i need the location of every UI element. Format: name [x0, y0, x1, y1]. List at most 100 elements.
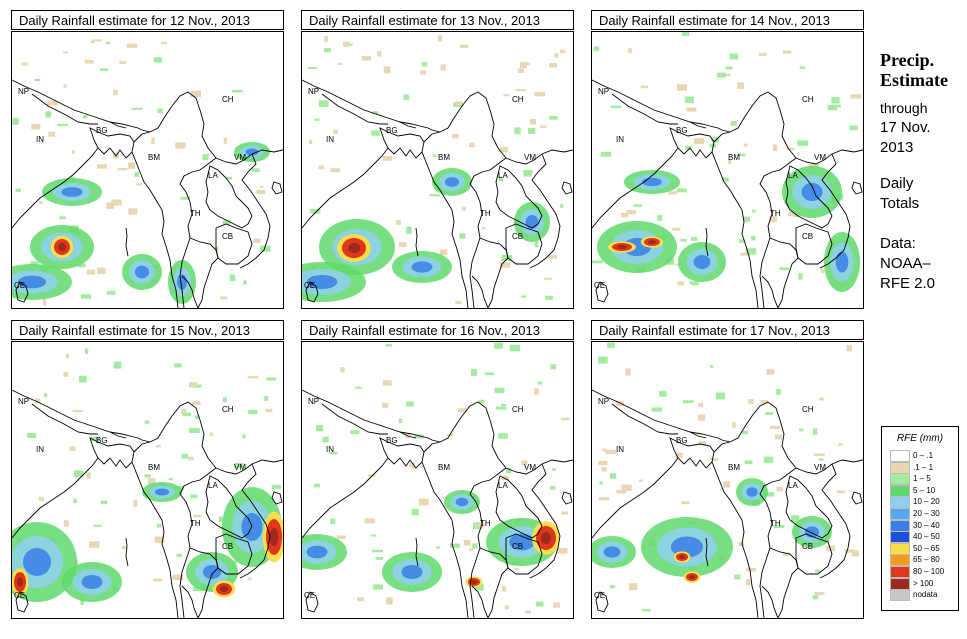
legend-item: 1 – 5 — [890, 473, 957, 486]
rainfall-cell — [799, 66, 806, 69]
rainfall-cell — [498, 176, 503, 182]
rainfall-cell — [144, 420, 150, 424]
rainfall-cell — [190, 90, 201, 98]
rainfall-cell — [243, 280, 247, 285]
rainfall-cell — [452, 134, 459, 139]
panel-nov-15: Daily Rainfall estimate for 15 Nov., 201… — [11, 320, 284, 619]
rainfall-cell — [609, 585, 615, 589]
rainfall-cell — [521, 460, 528, 465]
map-frame: NP CH IN BG BM VM LA TH CB CE — [301, 31, 574, 309]
rainfall-cell — [439, 249, 448, 256]
rainfall-cell — [469, 142, 475, 148]
label-india: IN — [36, 135, 44, 144]
rainfall-core — [471, 580, 477, 584]
rainfall-cell — [783, 50, 792, 54]
rainfall-cell — [225, 177, 233, 180]
rainfall-cell — [549, 485, 556, 490]
label-vietnam: VM — [234, 463, 246, 472]
rainfall-cell — [621, 484, 632, 491]
rainfall-cell — [73, 498, 77, 503]
rainfall-cell — [421, 62, 428, 67]
rainfall-cell — [561, 511, 568, 515]
rainfall-cell — [738, 541, 745, 547]
rainfall-cell — [100, 68, 108, 72]
rainfall-field — [592, 32, 862, 292]
rainfall-cell — [484, 372, 495, 376]
rainfall-cell — [455, 300, 462, 305]
rainfall-cell — [598, 497, 610, 501]
label-ceylon: CE — [14, 281, 25, 290]
rainfall-cell — [791, 515, 800, 522]
rainfall-cell — [42, 298, 47, 306]
rainfall-cell — [746, 567, 756, 572]
label-india: IN — [616, 445, 624, 454]
rainfall-cell — [419, 70, 426, 75]
rainfall-cell — [47, 100, 59, 106]
rainfall-cell — [233, 560, 238, 564]
rainfall-cell — [188, 382, 198, 388]
rainfall-cell — [328, 451, 338, 455]
rainfall-cell — [534, 388, 539, 395]
rainfall-cell — [385, 344, 392, 347]
rainfall-cell — [676, 84, 687, 91]
rainfall-cell — [318, 165, 325, 170]
rainfall-core — [17, 577, 23, 587]
rainfall-cell — [191, 401, 201, 405]
rainfall-cell — [723, 73, 731, 77]
country-borders — [302, 79, 573, 308]
rainfall-field — [592, 342, 860, 612]
legend-item: 0 – .1 — [890, 450, 957, 462]
side-title-line2: Estimate — [880, 70, 948, 90]
legend-swatch — [890, 461, 910, 474]
rainfall-cell — [38, 496, 44, 501]
rainfall-cell — [155, 445, 161, 448]
rainfall-cell — [340, 367, 345, 373]
rainfall-cell — [136, 183, 142, 186]
rainfall-cell — [468, 548, 473, 551]
rainfall-cell — [776, 487, 783, 492]
country-borders — [302, 389, 573, 618]
rainfall-cell — [846, 345, 852, 352]
label-burma: BM — [728, 153, 740, 162]
label-thailand: TH — [190, 209, 201, 218]
rainfall-cell — [43, 393, 48, 397]
rainfall-cell — [30, 261, 39, 266]
label-vietnam: VM — [814, 153, 826, 162]
rainfall-cell — [607, 342, 615, 348]
rainfall-cell — [481, 226, 486, 230]
rainfall-cell — [788, 211, 798, 216]
label-china: CH — [222, 95, 234, 104]
rainfall-cell — [377, 51, 382, 57]
label-burma: BM — [438, 463, 450, 472]
rainfall-cell — [260, 185, 264, 188]
rainfall-cell — [838, 443, 843, 446]
rainfall-cell — [457, 408, 467, 412]
rainfall-cell — [63, 520, 69, 527]
rainfall-cell — [106, 290, 116, 295]
rainfall-cell — [640, 85, 648, 89]
rainfall-cell — [190, 494, 198, 499]
map-canvas: NP CH IN BG BM VM LA TH CB CE — [592, 342, 863, 618]
label-ceylon: CE — [594, 591, 605, 600]
rainfall-cell — [549, 63, 558, 68]
rainfall-cell — [324, 48, 331, 53]
legend-label: 0 – .1 — [913, 451, 934, 460]
rainfall-cell — [383, 66, 391, 74]
rainfall-cell — [106, 41, 111, 45]
rainfall-cell — [697, 414, 706, 421]
rainfall-cell — [90, 40, 95, 44]
rainfall-cell — [474, 583, 484, 591]
legend-swatch — [890, 496, 910, 509]
rainfall-cell — [659, 391, 667, 397]
rainfall-cell — [449, 543, 460, 548]
label-thailand: TH — [770, 209, 781, 218]
rainfall-cell — [322, 436, 329, 443]
label-ceylon: CE — [304, 591, 315, 600]
rainfall-core — [679, 555, 685, 559]
rainfall-cell — [813, 453, 825, 456]
side-data-label: Data: — [880, 235, 916, 252]
legend-label: > 100 — [913, 578, 934, 588]
rainfall-cell — [498, 433, 508, 439]
rainfall-cell — [814, 592, 825, 595]
rainfall-cell — [403, 94, 409, 100]
